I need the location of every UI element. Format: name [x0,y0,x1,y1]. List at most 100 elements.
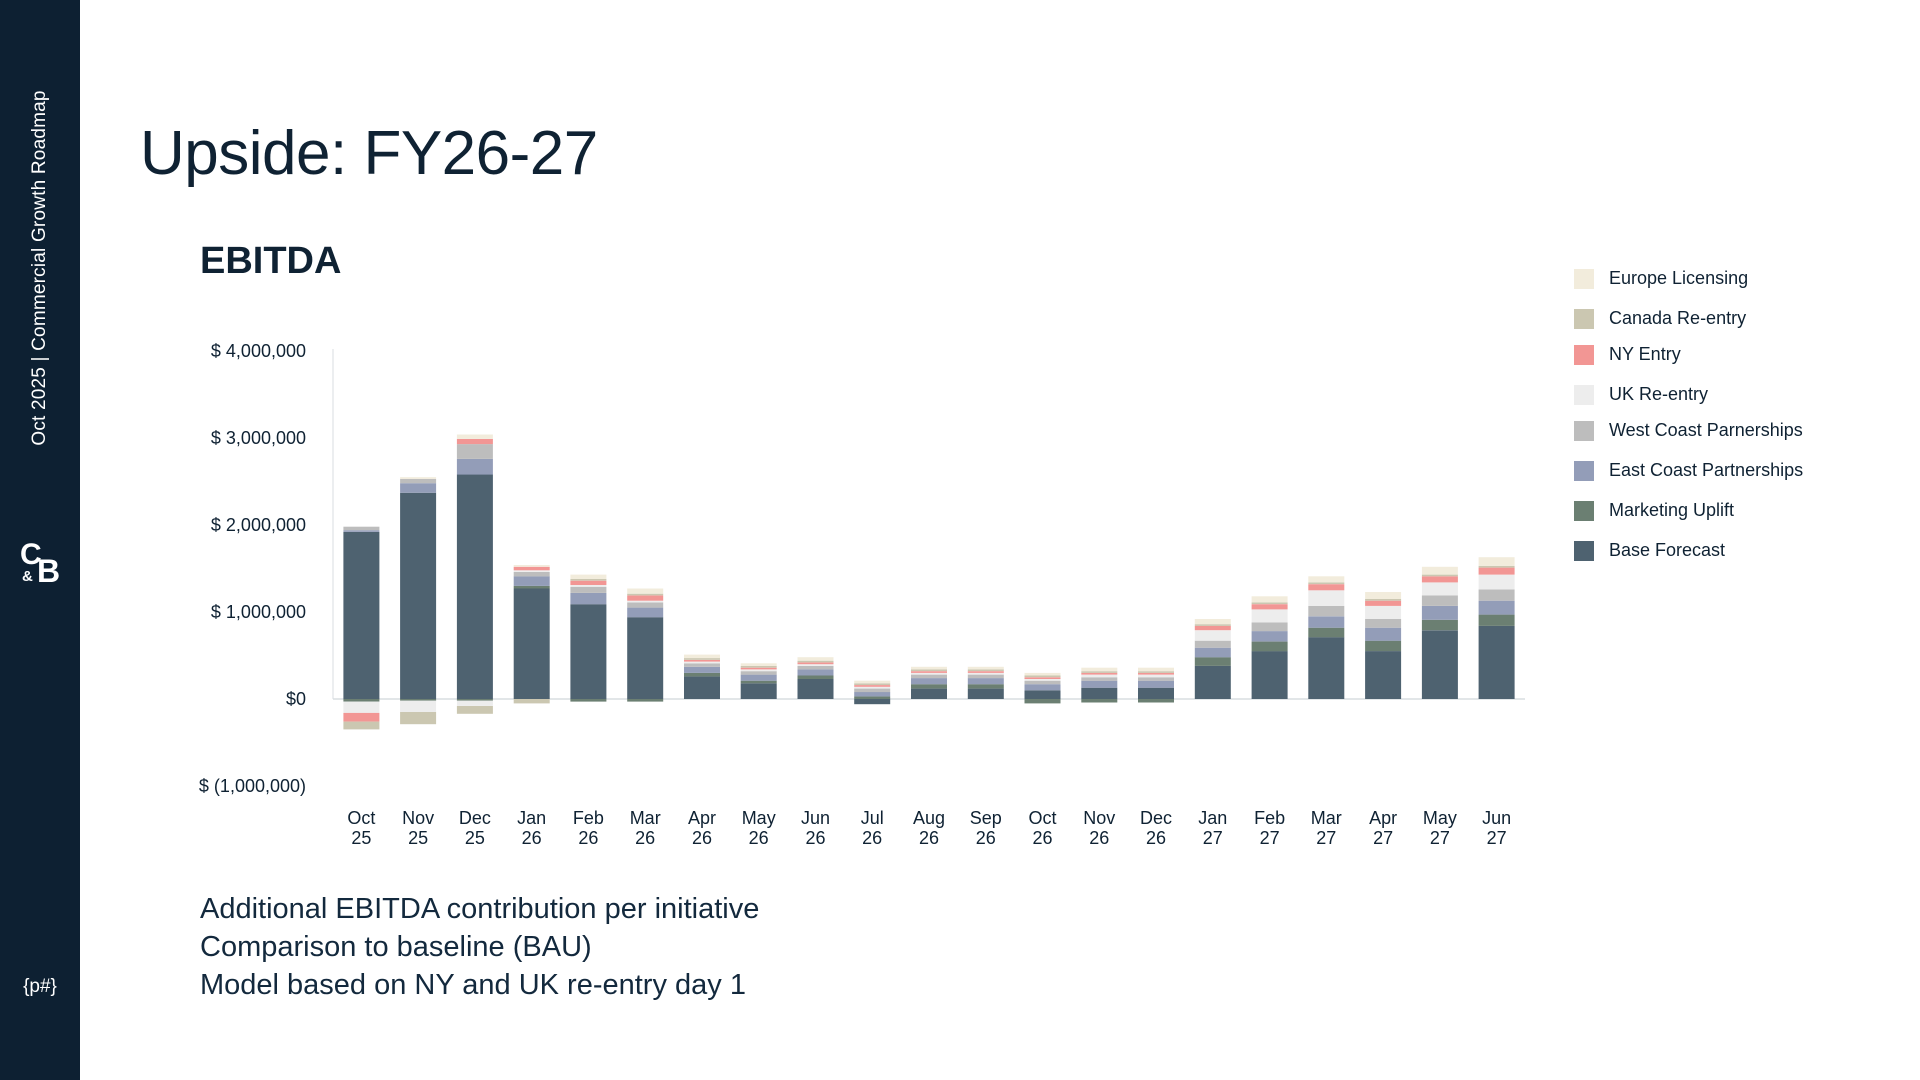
bar-segment [1251,641,1288,652]
y-tick-label: $ 3,000,000 [211,428,306,448]
bar-segment [1365,599,1402,601]
bar-segment [1024,699,1061,704]
bar-segment [967,688,1004,699]
bar-segment [684,659,720,662]
y-tick-label: $0 [286,689,306,709]
bar-segment [627,602,664,608]
bar-segment [1138,672,1174,675]
x-tick-label-year: 26 [976,828,996,848]
bar-segment [456,474,493,699]
bar-segment [1138,674,1174,678]
bar-segment [854,692,891,697]
legend-label: Canada Re-entry [1609,308,1747,328]
x-tick-label-month: Jun [801,808,830,828]
bar-segment [684,661,720,664]
bar-segment [1308,582,1345,585]
bar-segment [570,585,607,587]
bar-segment [1194,647,1231,658]
legend-swatch [1574,540,1594,561]
bar-segment [684,654,720,659]
y-tick-label: $ (1,000,000) [199,776,306,796]
bar-segment [1365,619,1402,628]
bar-segment [1081,674,1118,678]
legend-item: West Coast Parnerships [1574,420,1803,441]
legend-item: Base Forecast [1574,540,1725,561]
bar-segment [797,662,834,665]
bar-segment [1251,604,1288,610]
bar-segment [1478,567,1515,575]
bar-segment [627,588,664,594]
bar-segment [400,492,437,699]
x-tick-label-month: Mar [1311,808,1342,828]
bar-segment [740,663,777,666]
bar-segment [911,688,947,699]
bar-segment [854,688,891,693]
x-tick-label-month: Jul [861,808,884,828]
bar-segment [797,660,834,663]
x-tick-label-year: 26 [919,828,939,848]
bar-segment [513,576,550,586]
legend-swatch [1574,384,1594,405]
bar-segment [1138,699,1174,703]
bar-segment [1478,557,1515,566]
bar-segment [456,444,493,459]
bar-segment [740,669,777,672]
bar-segment [911,678,947,685]
bar-segment [911,674,947,679]
x-tick-label-month: Aug [913,808,945,828]
x-tick-label-year: 26 [862,828,882,848]
x-tick-label-year: 25 [465,828,485,848]
bar-segment [1365,640,1402,652]
bar-segment [967,678,1004,685]
bar-segment [513,565,550,567]
bar-segment [1024,679,1061,681]
bar-segment [1251,602,1288,605]
bar-segment [1365,627,1402,641]
y-tick-label: $ 4,000,000 [211,341,306,361]
bar-segment [1478,614,1515,626]
bar-segment [343,699,380,702]
x-tick-label-month: Oct [347,808,375,828]
bar-segment [740,665,777,668]
x-tick-label-year: 26 [805,828,825,848]
x-tick-label-month: Nov [1083,808,1115,828]
bar-segment [343,532,380,699]
bar-segment [400,712,437,725]
legend-item: Canada Re-entry [1574,308,1746,329]
bar-segment [570,580,607,585]
bar-segment [513,588,550,699]
legend-label: Base Forecast [1609,540,1726,560]
bar-segment [1308,616,1345,628]
x-tick-label-year: 26 [1146,828,1166,848]
x-tick-label-month: Apr [1369,808,1397,828]
logo-letter-b: B [37,553,61,589]
bar-segment [1138,680,1174,688]
bar-segment [1421,605,1458,620]
bar-segment [684,676,720,699]
bar-segment [1024,672,1061,676]
bar-segment [343,712,380,722]
bar-segment [911,666,947,670]
bar-segment [797,657,834,661]
bar-segment [1194,657,1231,666]
bar-segment [343,701,380,713]
x-tick-label-year: 27 [1203,828,1223,848]
bar-segment [456,706,493,714]
bar-segment [967,684,1004,689]
bar-segment [1081,672,1118,675]
bar-segment [797,664,834,666]
bar-segment [854,696,891,699]
bar-segment [1308,576,1345,583]
bar-segment [400,477,437,479]
bar-segment [627,593,664,596]
bar-segment [400,700,437,712]
bar-segment [1478,625,1515,699]
bar-segment [911,669,947,672]
bar-segment [854,683,891,685]
bar-segment [1478,589,1515,601]
bar-segment [513,570,550,572]
x-tick-label-year: 26 [692,828,712,848]
bar-segment [1194,640,1231,648]
bar-segment [854,685,891,687]
bar-segment [1421,566,1458,575]
